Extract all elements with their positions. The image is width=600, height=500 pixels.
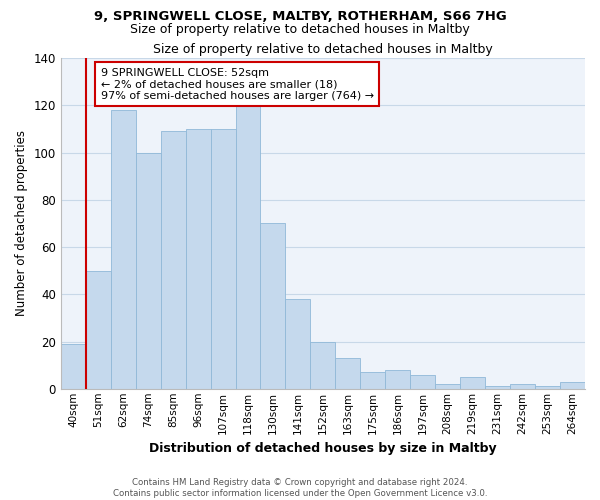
Bar xyxy=(535,386,560,389)
Text: 9, SPRINGWELL CLOSE, MALTBY, ROTHERHAM, S66 7HG: 9, SPRINGWELL CLOSE, MALTBY, ROTHERHAM, … xyxy=(94,10,506,23)
Bar xyxy=(161,132,185,389)
Text: Contains HM Land Registry data © Crown copyright and database right 2024.
Contai: Contains HM Land Registry data © Crown c… xyxy=(113,478,487,498)
Bar xyxy=(260,224,286,389)
Bar xyxy=(435,384,460,389)
Bar xyxy=(361,372,385,389)
Bar xyxy=(286,299,310,389)
Bar xyxy=(460,377,485,389)
Bar xyxy=(560,382,585,389)
Bar xyxy=(185,129,211,389)
X-axis label: Distribution of detached houses by size in Maltby: Distribution of detached houses by size … xyxy=(149,442,497,455)
Bar xyxy=(136,152,161,389)
Text: 9 SPRINGWELL CLOSE: 52sqm
← 2% of detached houses are smaller (18)
97% of semi-d: 9 SPRINGWELL CLOSE: 52sqm ← 2% of detach… xyxy=(101,68,374,100)
Text: Size of property relative to detached houses in Maltby: Size of property relative to detached ho… xyxy=(130,22,470,36)
Bar xyxy=(61,344,86,389)
Bar xyxy=(485,386,510,389)
Title: Size of property relative to detached houses in Maltby: Size of property relative to detached ho… xyxy=(153,42,493,56)
Bar xyxy=(236,74,260,389)
Bar xyxy=(410,374,435,389)
Bar xyxy=(211,129,236,389)
Y-axis label: Number of detached properties: Number of detached properties xyxy=(15,130,28,316)
Bar xyxy=(111,110,136,389)
Bar xyxy=(310,342,335,389)
Bar xyxy=(510,384,535,389)
Bar xyxy=(335,358,361,389)
Bar xyxy=(385,370,410,389)
Bar xyxy=(86,270,111,389)
